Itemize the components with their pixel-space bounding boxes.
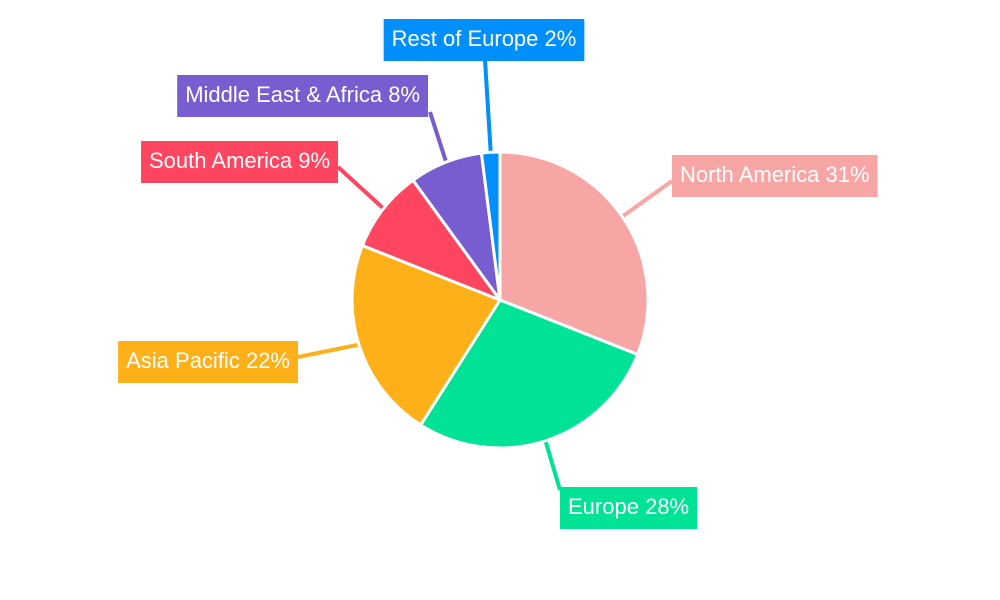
label-box [141,141,338,183]
value-label: 28% [645,494,689,519]
data-label-text: Europe 28% [568,494,689,519]
data-label: Europe 28% [560,487,698,529]
value-label: 22% [246,348,290,373]
value-label: 2% [545,26,577,51]
data-label: North America 31% [672,155,878,197]
leader-line [612,179,674,225]
data-label-text: South America 9% [149,148,330,173]
label-box [560,487,698,529]
label-box [672,155,878,197]
value-label: 9% [298,148,330,173]
category-name: Asia Pacific [126,348,240,373]
pie-slice [479,150,502,301]
data-label: Middle East & Africa 8% [177,75,428,117]
label-box [118,341,298,383]
pie-slice [360,178,505,304]
category-name: Europe [568,494,639,519]
pie-slice [418,298,640,450]
category-name: Rest of Europe [392,26,539,51]
leader-line [483,59,494,163]
data-label-text: Rest of Europe 2% [392,26,577,51]
value-label: 31% [826,162,870,187]
data-label-text: Middle East & Africa 8% [185,82,420,107]
data-label: Rest of Europe 2% [383,19,585,61]
category-name: South America [149,148,293,173]
pie-slice [350,243,503,428]
label-box [383,19,585,61]
pie-slice [498,150,650,357]
category-name: Middle East & Africa [185,82,383,107]
data-label-text: North America 31% [680,162,870,187]
leader-line [297,340,370,359]
data-label: South America 9% [141,141,338,183]
data-label: Asia Pacific 22% [118,341,298,383]
category-name: North America [680,162,820,187]
data-label-text: Asia Pacific 22% [126,348,290,373]
leader-line [336,165,393,218]
value-label: 8% [388,82,420,107]
label-box [177,75,428,117]
